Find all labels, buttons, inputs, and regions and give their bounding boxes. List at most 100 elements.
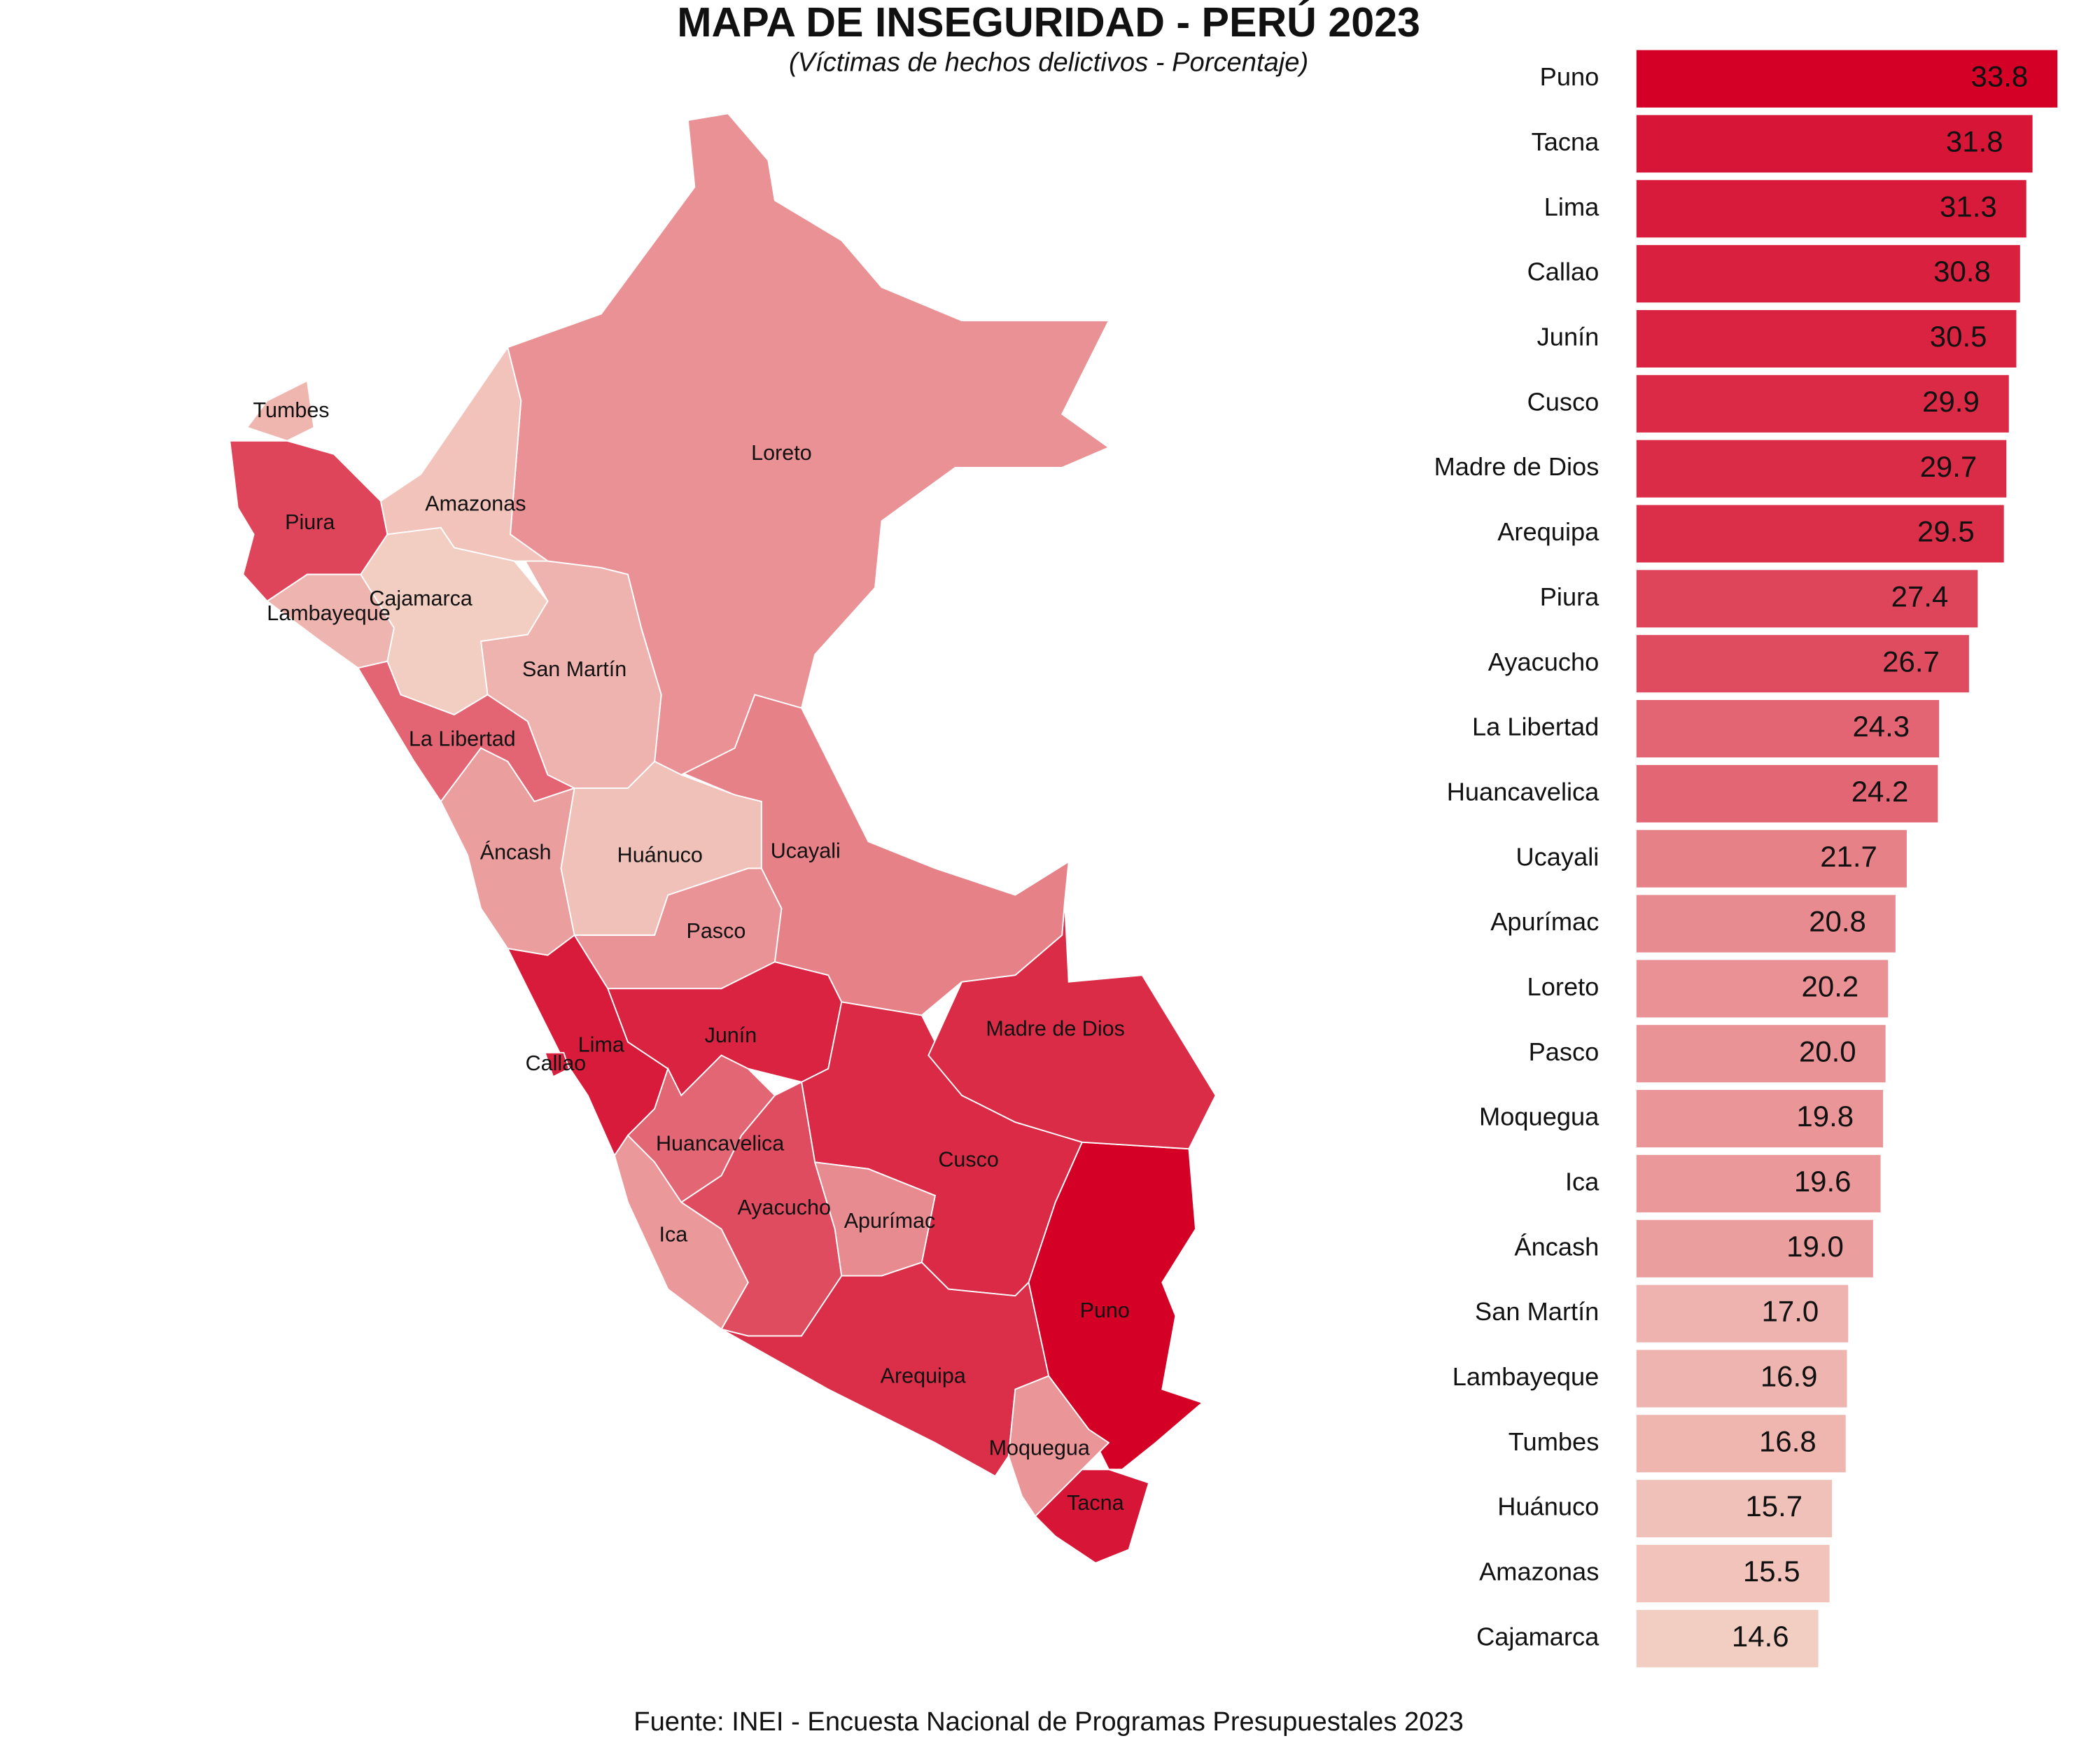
region-label: Callao (526, 1051, 587, 1075)
region (1034, 1469, 1150, 1564)
bar (1636, 1284, 1849, 1343)
value-label: 17.0 (1762, 1295, 1819, 1328)
chart-subtitle: (Víctimas de hechos delictivos - Porcent… (789, 48, 1308, 78)
value-label: 26.7 (1882, 645, 1940, 678)
region (360, 526, 549, 716)
bar (1636, 635, 1969, 693)
value-label: 24.3 (1852, 710, 1910, 743)
region-label: Ucayali (771, 839, 841, 863)
bar (1636, 1219, 1873, 1278)
value-label: 20.2 (1802, 969, 1859, 1002)
bar (1636, 1609, 1819, 1667)
bar (1636, 50, 2058, 108)
region-label: Piura (285, 510, 335, 534)
category-label: Apurímac (1490, 907, 1599, 936)
bar (1636, 180, 2026, 238)
value-label: 15.5 (1743, 1555, 1800, 1588)
category-label: Puno (1540, 62, 1600, 91)
region-label: La Libertad (409, 727, 516, 750)
region-label: Huánuco (617, 843, 703, 867)
region (544, 1051, 570, 1078)
region (560, 760, 762, 936)
region-label: Apurímac (844, 1209, 936, 1233)
category-label: Amazonas (1479, 1558, 1599, 1586)
category-label: Loreto (1527, 972, 1600, 1001)
region (813, 1161, 936, 1277)
region-label: Tacna (1067, 1491, 1124, 1515)
category-label: Ica (1565, 1168, 1600, 1196)
region-label: Lima (578, 1032, 624, 1056)
category-label: Cajamarca (1476, 1622, 1600, 1651)
value-label: 29.5 (1917, 515, 1975, 548)
value-label: 31.3 (1940, 190, 1997, 223)
bar (1636, 570, 1978, 628)
value-label: 29.7 (1920, 450, 1977, 483)
bar (1636, 830, 1907, 888)
value-label: 19.8 (1796, 1100, 1854, 1133)
value-label: 19.6 (1794, 1165, 1851, 1198)
category-label: Pasco (1529, 1037, 1600, 1066)
bar (1636, 1090, 1884, 1148)
category-label: Huánuco (1497, 1492, 1599, 1521)
region-label: Pasco (686, 919, 746, 943)
region-label: Amazonas (425, 491, 526, 515)
region-label: Cajamarca (369, 587, 472, 610)
category-label: Junín (1537, 323, 1600, 351)
category-label: Madre de Dios (1434, 452, 1600, 481)
value-label: 21.7 (1820, 840, 1877, 873)
region-label: Áncash (480, 840, 552, 864)
value-label: 16.9 (1760, 1360, 1818, 1393)
bar (1636, 1154, 1881, 1212)
category-label: Piura (1540, 582, 1600, 611)
category-label: Huancavelica (1447, 777, 1600, 806)
category-label: Callao (1527, 258, 1600, 286)
bar (1636, 960, 1889, 1018)
bar (1636, 505, 2004, 563)
bar (1636, 440, 2007, 498)
region-label: Loreto (751, 441, 812, 465)
region-label: Lambayeque (267, 601, 390, 625)
value-label: 33.8 (1971, 60, 2029, 93)
category-label: Ayacucho (1488, 648, 1600, 676)
category-label: Arequipa (1497, 517, 1600, 546)
category-label: Tacna (1532, 127, 1600, 156)
bar (1636, 1480, 1833, 1538)
value-label: 30.5 (1930, 320, 1987, 353)
region-label: Arequipa (881, 1364, 966, 1388)
region-label: Cusco (938, 1147, 999, 1171)
value-label: 31.8 (1946, 125, 2003, 158)
region-label: Ayacucho (737, 1196, 830, 1219)
bar (1636, 115, 2033, 173)
region-label: San Martín (522, 657, 626, 681)
category-label: Cusco (1527, 387, 1600, 416)
category-label: Tumbes (1508, 1427, 1600, 1456)
region-label: Puno (1080, 1298, 1130, 1322)
source-note: Fuente: INEI - Encuesta Nacional de Prog… (634, 1707, 1464, 1737)
region-label: Junín (705, 1023, 757, 1047)
category-label: San Martín (1475, 1297, 1599, 1326)
bar (1636, 1025, 1886, 1083)
category-label: Áncash (1514, 1232, 1599, 1261)
value-label: 16.8 (1759, 1424, 1816, 1457)
region-label: Madre de Dios (986, 1016, 1124, 1040)
region-label: Huancavelica (656, 1132, 784, 1156)
region (626, 1054, 776, 1203)
value-label: 27.4 (1891, 580, 1949, 612)
category-label: Lambayeque (1452, 1362, 1600, 1391)
bar (1636, 245, 2020, 303)
value-label: 24.2 (1851, 775, 1909, 808)
region (246, 379, 315, 442)
category-label: Moquegua (1479, 1102, 1600, 1131)
value-label: 20.8 (1809, 905, 1866, 938)
category-label: Lima (1544, 192, 1600, 221)
region-label: Tumbes (253, 398, 329, 422)
bar (1636, 764, 1938, 822)
bar (1636, 1415, 1846, 1473)
region (1007, 1375, 1110, 1518)
value-label: 30.8 (1933, 255, 1991, 288)
bar (1636, 700, 1940, 758)
value-label: 29.9 (1922, 385, 1980, 418)
